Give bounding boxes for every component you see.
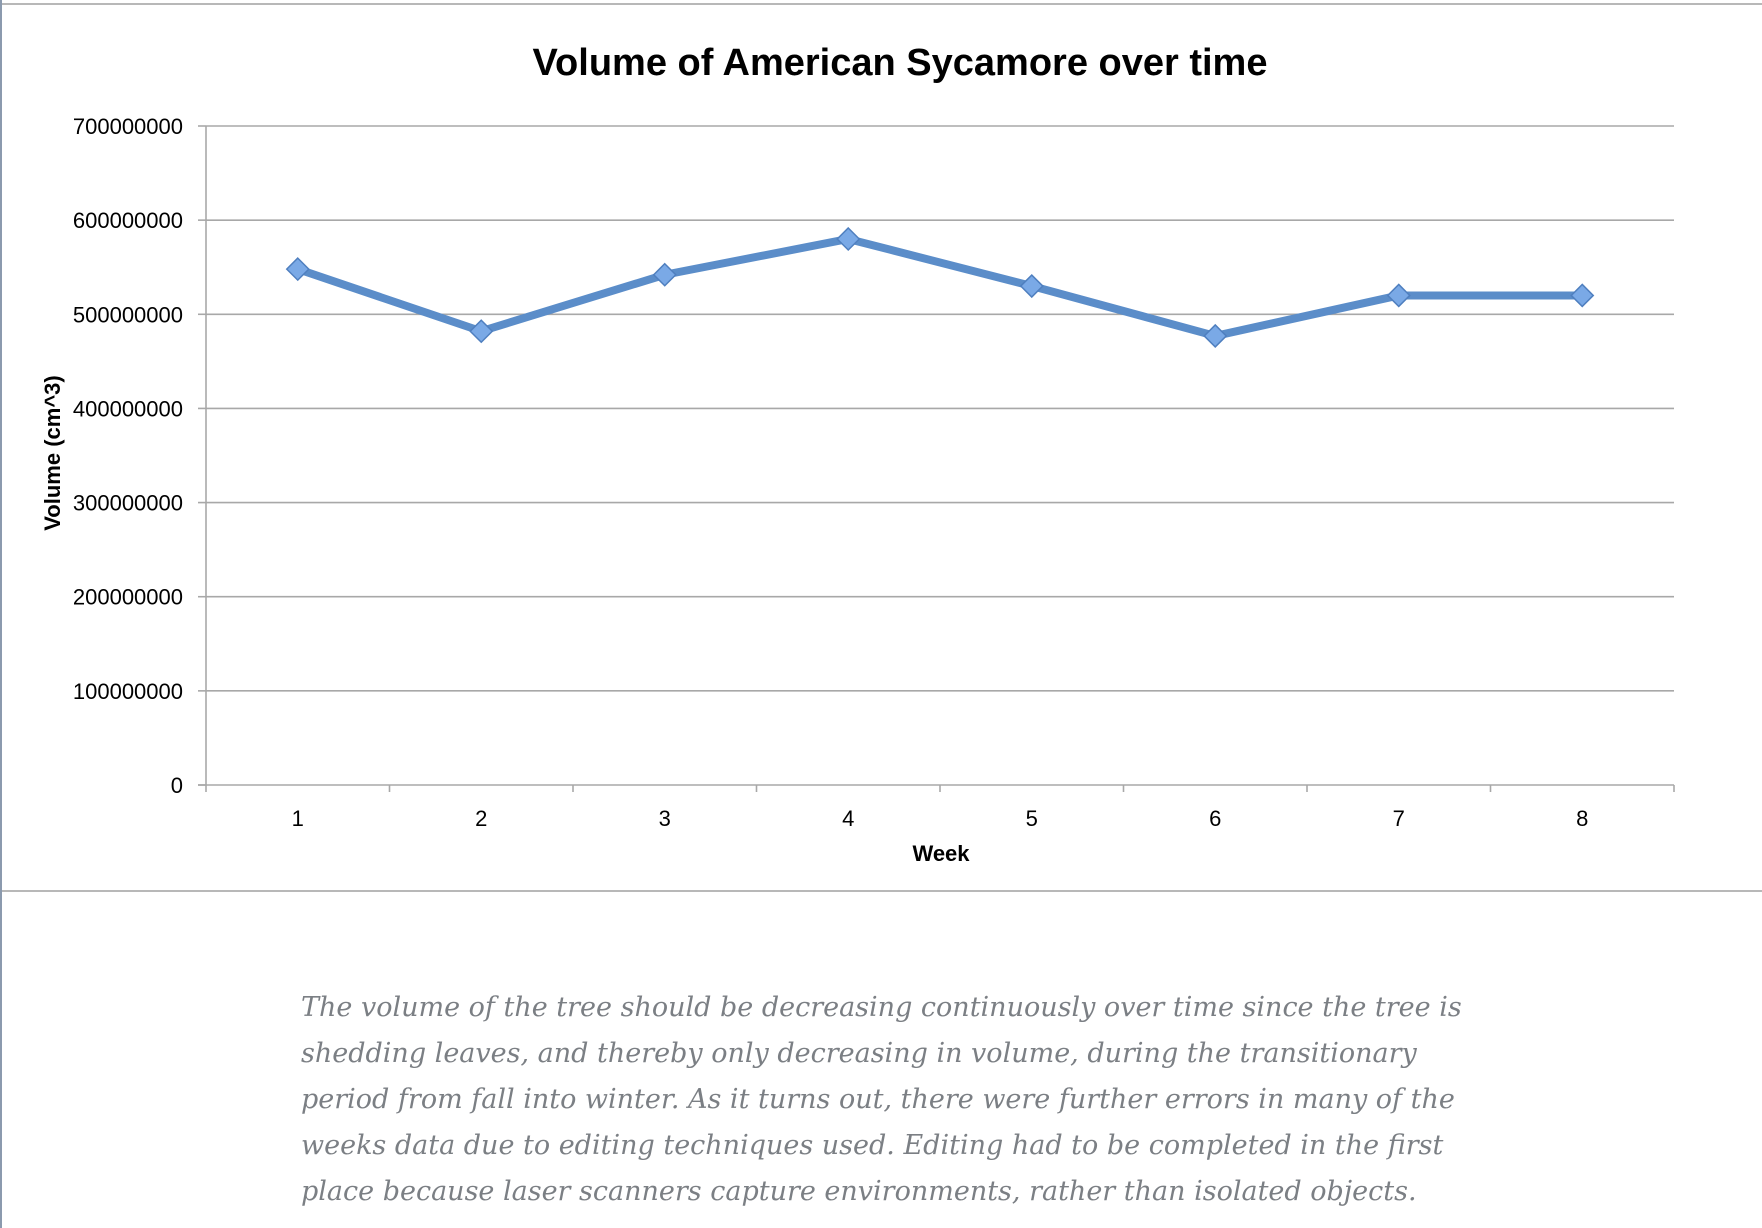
y-tick-label: 600000000 [73,208,183,233]
y-tick-label: 300000000 [73,491,183,516]
y-tick-label: 0 [171,773,183,798]
x-axis-label: Week [912,841,970,866]
data-point-marker [836,226,861,252]
line-chart: 0 100000000 200000000 300000000 400000000 500… [40,42,1675,866]
left-border [0,0,2,1228]
data-point-marker [1386,283,1411,308]
x-tick-labels: 1 2 3 4 5 6 7 8 [292,806,1589,831]
series-volume [285,226,1595,348]
y-axis-label: Volume (cm^3) [40,375,65,530]
x-tick-label: 5 [1026,806,1038,831]
chart-title: Volume of American Sycamore over time [533,42,1268,84]
x-tick-label: 4 [842,806,854,831]
x-tick-label: 6 [1209,806,1221,831]
x-tick-label: 3 [659,806,671,831]
caption-text: The volume of the tree should be decreas… [301,992,1462,1207]
axes [198,125,1675,792]
series-line [293,234,1587,340]
y-tick-labels: 0 100000000 200000000 300000000 400000000 500… [73,114,183,798]
data-point-marker [1570,283,1595,308]
data-point-marker [1203,323,1228,348]
data-point-marker [1019,273,1044,299]
data-point-marker [285,257,310,282]
y-tick-label: 500000000 [73,302,183,327]
data-point-marker [652,262,677,287]
x-tick-label: 1 [292,806,304,831]
y-tick-label: 400000000 [73,396,183,421]
y-tick-label: 700000000 [73,114,183,139]
y-tick-label: 100000000 [73,679,183,704]
x-tick-label: 2 [475,806,487,831]
gridlines [206,125,1674,692]
x-tick-label: 8 [1576,806,1588,831]
x-tick-label: 7 [1393,806,1405,831]
data-point-marker [469,319,494,344]
chart-frame: 0 100000000 200000000 300000000 400000000 500… [2,3,1762,892]
y-tick-label: 200000000 [73,585,183,610]
